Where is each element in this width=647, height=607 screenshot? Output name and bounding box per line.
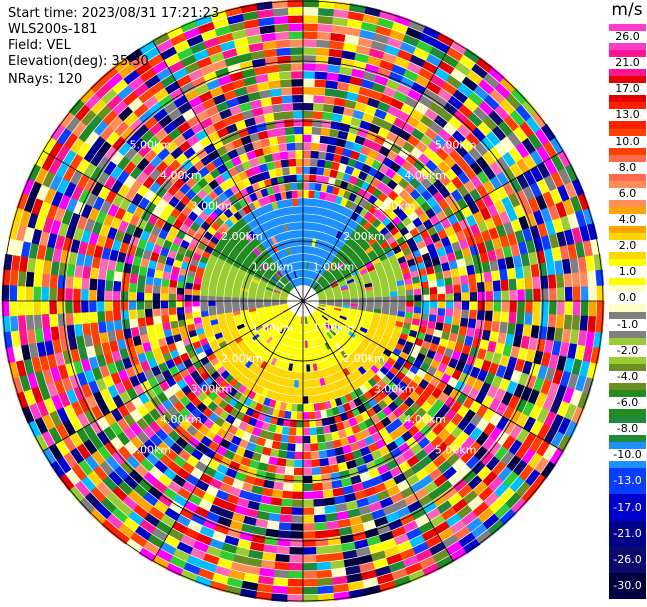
azimuth-spoke bbox=[152, 40, 304, 302]
range-ring-label: 1.00km bbox=[313, 261, 355, 274]
instrument-label: WLS200s-181 bbox=[8, 22, 98, 37]
colorbar-segment bbox=[609, 520, 646, 548]
range-ring-label: 1.00km bbox=[252, 261, 294, 274]
range-ring-label: 3.00km bbox=[374, 199, 416, 212]
range-ring-label: 4.00km bbox=[404, 413, 446, 426]
range-ring-label: 2.00km bbox=[221, 230, 263, 243]
azimuth-spoke bbox=[42, 300, 304, 452]
velocity-sectors bbox=[1, 0, 605, 603]
colorbar-unit: m/s bbox=[611, 0, 643, 20]
colorbar-tick-label: -6.0 bbox=[609, 396, 646, 409]
azimuth-spoke bbox=[42, 150, 304, 302]
nrays-label: NRays: 120 bbox=[8, 72, 83, 87]
field-label: Field: VEL bbox=[8, 38, 71, 53]
colorbar-tick-label: -26.0 bbox=[613, 552, 642, 566]
azimuth-spoke bbox=[302, 150, 563, 302]
colorbar: 26.0 21.0 17.0 13.0 10.0 8.0 6.0 4.0 2.0 1.0 0.0 -1… bbox=[609, 24, 646, 600]
range-ring-label: 1.00km bbox=[252, 322, 294, 335]
colorbar-tick-label: -1.0 bbox=[609, 318, 646, 331]
range-ring-label: 2.00km bbox=[343, 230, 385, 243]
colorbar-tick-label: -4.0 bbox=[609, 370, 646, 383]
velocity-gates bbox=[9, 0, 598, 587]
colorbar-tick-label: 26.0 bbox=[609, 31, 646, 44]
range-ring-labels: 1.00km 1.00km 1.00km 1.00km 2.00km 2.00km 2.00… bbox=[130, 138, 477, 456]
range-ring-label: 3.00km bbox=[374, 383, 416, 396]
velocity-gates bbox=[46, 9, 565, 603]
colorbar-tick-label: 8.0 bbox=[609, 161, 646, 174]
colorbar-tick-label: -21.0 bbox=[613, 526, 642, 540]
velocity-gates bbox=[10, 6, 605, 593]
colorbar-tick-label: 10.0 bbox=[609, 135, 646, 148]
range-ring-label: 4.00km bbox=[404, 169, 446, 182]
colorbar-segment bbox=[609, 572, 646, 600]
start-time-label: Start time: 2023/08/31 17:21:23 bbox=[8, 6, 220, 21]
colorbar-segment bbox=[609, 546, 646, 574]
range-ring-label: 4.00km bbox=[160, 413, 202, 426]
range-grid bbox=[2, 0, 604, 602]
azimuth-spoke bbox=[302, 300, 563, 452]
colorbar-segment bbox=[609, 468, 646, 495]
velocity-gates bbox=[27, 17, 603, 603]
colorbar-tick-label: -17.0 bbox=[613, 500, 642, 514]
colorbar-tick-label: 6.0 bbox=[609, 187, 646, 200]
range-ring-label: 4.00km bbox=[160, 169, 202, 182]
range-ring-label: 3.00km bbox=[191, 199, 233, 212]
range-ring-label: 3.00km bbox=[191, 383, 233, 396]
colorbar-tick-label: 13.0 bbox=[609, 109, 646, 122]
colorbar-tick-label: 4.0 bbox=[609, 214, 646, 227]
colorbar-tick-label: 0.0 bbox=[609, 292, 646, 305]
velocity-gates bbox=[2, 0, 552, 601]
colorbar-tick-label: 21.0 bbox=[609, 57, 646, 70]
colorbar-tick-label: -2.0 bbox=[609, 344, 646, 357]
range-ring-label: 5.00km bbox=[130, 138, 172, 151]
range-ring-label: 5.00km bbox=[130, 444, 172, 457]
azimuth-spoke bbox=[302, 300, 454, 561]
azimuth-spoke bbox=[152, 300, 304, 561]
elevation-label: Elevation(deg): 35.30 bbox=[8, 54, 149, 69]
colorbar-tick-label: 1.0 bbox=[609, 266, 646, 279]
range-ring-label: 2.00km bbox=[221, 352, 263, 365]
colorbar-tick-label: -8.0 bbox=[609, 423, 646, 436]
colorbar-tick-label: -10.0 bbox=[609, 449, 646, 462]
colorbar-tick-label: -30.0 bbox=[613, 578, 642, 592]
range-ring-label: 5.00km bbox=[435, 138, 477, 151]
velocity-gates bbox=[10, 29, 595, 556]
range-ring-label: 1.00km bbox=[313, 322, 355, 335]
range-ring-label: 5.00km bbox=[435, 444, 477, 457]
colorbar-tick-label: -13.0 bbox=[613, 474, 642, 488]
colorbar-tick-label: 2.0 bbox=[609, 240, 646, 253]
colorbar-tick-label: 17.0 bbox=[609, 83, 646, 96]
colorbar-segment bbox=[609, 494, 646, 522]
range-ring-label: 2.00km bbox=[343, 352, 385, 365]
azimuth-spoke bbox=[302, 40, 454, 302]
